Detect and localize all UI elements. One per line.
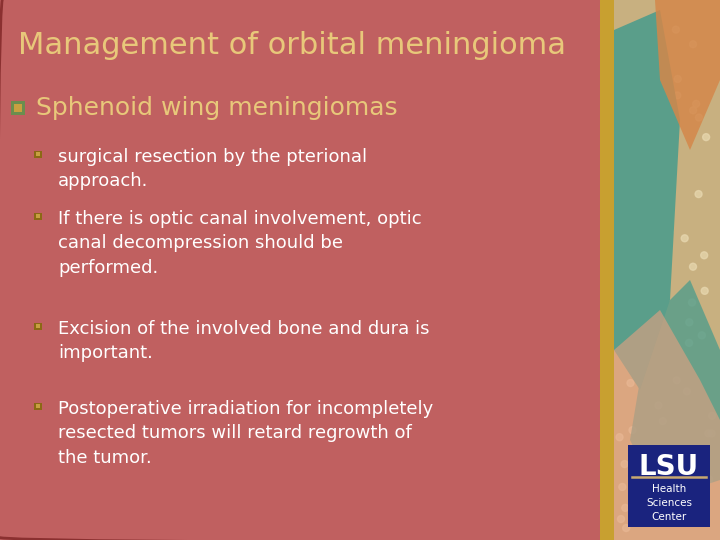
Circle shape [631, 84, 637, 91]
Circle shape [672, 26, 680, 33]
Bar [600, 0, 614, 540]
Circle shape [676, 463, 683, 470]
Bar [36, 214, 40, 218]
Circle shape [642, 289, 649, 296]
Circle shape [685, 319, 693, 326]
Text: surgical resection by the pterional
approach.: surgical resection by the pterional appr… [58, 148, 367, 190]
Circle shape [621, 461, 628, 468]
Text: Management of orbital meningioma: Management of orbital meningioma [18, 30, 566, 59]
Circle shape [706, 476, 713, 483]
Circle shape [705, 430, 712, 437]
Circle shape [653, 145, 660, 152]
Circle shape [620, 174, 627, 181]
Circle shape [688, 299, 696, 306]
Circle shape [643, 87, 650, 94]
Circle shape [703, 133, 710, 140]
Polygon shape [614, 10, 680, 390]
Circle shape [681, 235, 688, 242]
Circle shape [690, 40, 696, 48]
Text: If there is optic canal involvement, optic
canal decompression should be
perform: If there is optic canal involvement, opt… [58, 210, 422, 276]
Bar [14, 104, 22, 112]
Circle shape [645, 174, 652, 181]
Circle shape [668, 99, 675, 106]
Circle shape [618, 516, 624, 523]
Circle shape [685, 340, 693, 346]
Circle shape [629, 427, 636, 434]
Circle shape [622, 504, 629, 511]
Circle shape [618, 339, 626, 346]
Circle shape [647, 35, 654, 42]
Circle shape [645, 277, 652, 284]
Circle shape [708, 413, 716, 420]
Bar [628, 445, 710, 527]
Bar [34, 402, 42, 409]
Circle shape [674, 76, 681, 83]
Text: LSU: LSU [639, 453, 699, 481]
Circle shape [616, 434, 623, 441]
Circle shape [660, 417, 666, 424]
Circle shape [633, 99, 640, 106]
Bar [12, 102, 24, 114]
Text: Health
Sciences
Center: Health Sciences Center [646, 484, 692, 522]
Circle shape [655, 402, 662, 409]
Polygon shape [655, 0, 720, 150]
Circle shape [640, 353, 647, 360]
Bar [36, 324, 40, 328]
Text: Sphenoid wing meningiomas: Sphenoid wing meningiomas [36, 96, 397, 120]
Circle shape [673, 377, 680, 384]
Circle shape [701, 252, 708, 259]
Circle shape [673, 490, 680, 497]
Circle shape [646, 271, 652, 278]
Circle shape [693, 100, 700, 107]
Bar [34, 322, 42, 329]
Circle shape [683, 388, 690, 395]
Circle shape [644, 53, 652, 60]
Bar [614, 0, 720, 540]
Circle shape [623, 524, 630, 531]
Circle shape [696, 114, 703, 121]
Bar [34, 213, 42, 219]
Circle shape [627, 380, 634, 387]
Circle shape [652, 505, 659, 512]
Text: Postoperative irradiation for incompletely
resected tumors will retard regrowth : Postoperative irradiation for incomplete… [58, 400, 433, 467]
Bar [36, 404, 40, 408]
Circle shape [627, 264, 634, 271]
Circle shape [701, 287, 708, 294]
Circle shape [644, 280, 652, 287]
Circle shape [634, 274, 642, 281]
Circle shape [674, 92, 681, 99]
Circle shape [690, 263, 696, 270]
Bar [34, 151, 42, 158]
Circle shape [657, 156, 664, 163]
Circle shape [650, 63, 657, 70]
Circle shape [690, 107, 697, 114]
Polygon shape [614, 310, 720, 540]
Circle shape [666, 228, 672, 235]
Text: Excision of the involved bone and dura is
important.: Excision of the involved bone and dura i… [58, 320, 430, 362]
Circle shape [695, 191, 702, 198]
Circle shape [708, 430, 715, 437]
Circle shape [618, 483, 626, 490]
Circle shape [618, 59, 625, 66]
Circle shape [698, 332, 706, 339]
Circle shape [644, 195, 651, 202]
Polygon shape [630, 280, 720, 500]
Circle shape [624, 105, 631, 112]
Circle shape [637, 42, 644, 49]
Bar [36, 152, 40, 156]
